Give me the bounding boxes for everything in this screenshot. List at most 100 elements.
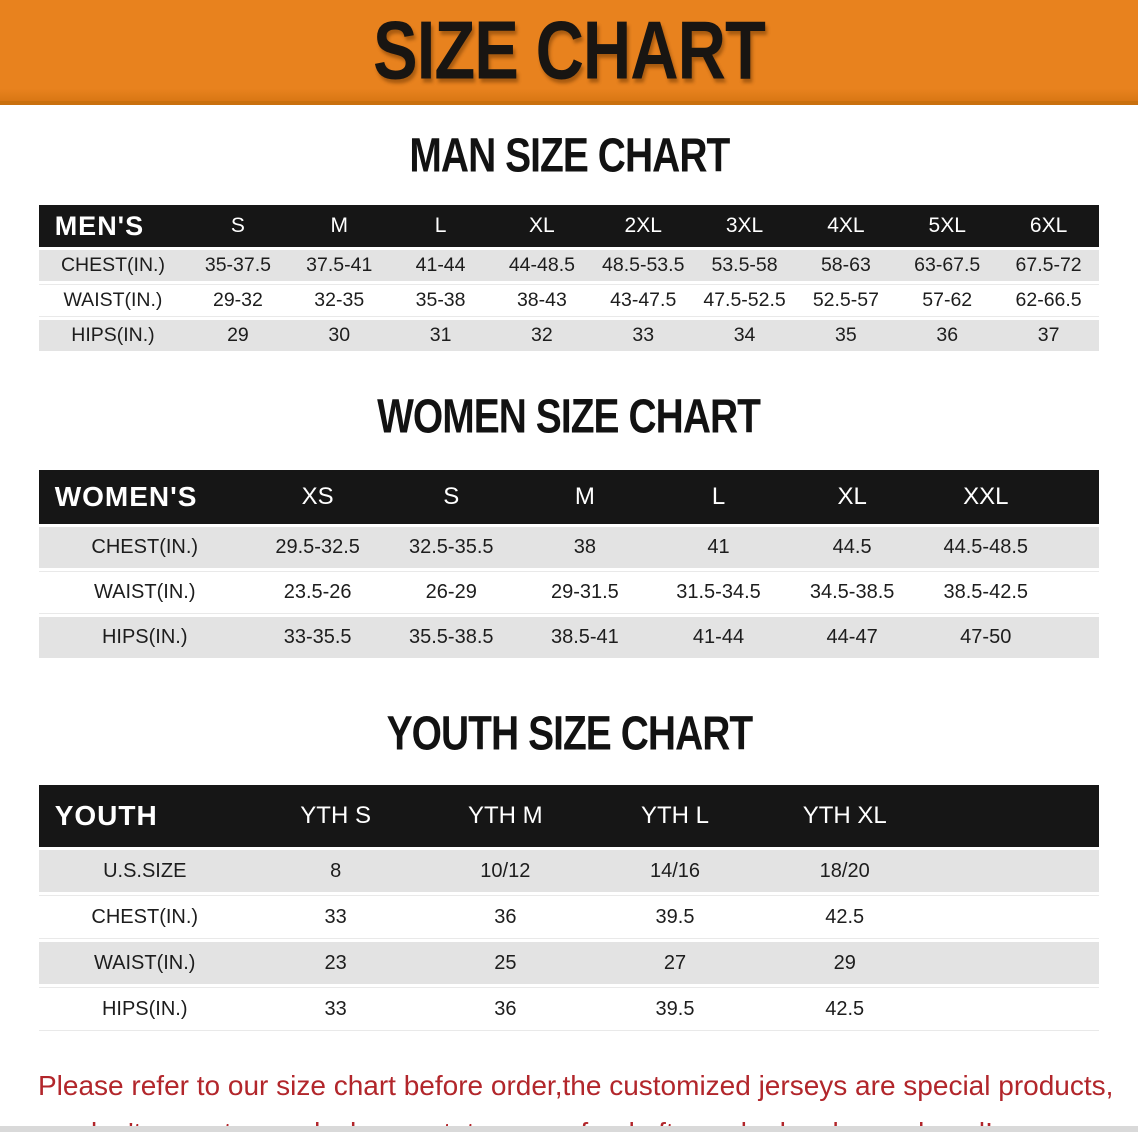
row-filler-cell — [929, 987, 1100, 1031]
section-heading-text: WOMEN SIZE CHART — [377, 388, 762, 444]
size-value-cell: 33 — [250, 895, 421, 939]
size-value-cell: 36 — [896, 320, 998, 351]
size-value-cell: 37 — [997, 320, 1100, 351]
size-value-cell: 38-43 — [491, 284, 593, 317]
size-value-cell: 38.5-42.5 — [918, 571, 1053, 614]
row-label: WAIST(IN.) — [38, 942, 251, 984]
size-column-header: M — [288, 205, 390, 247]
size-value-cell: 63-67.5 — [896, 250, 998, 281]
table-category-label: WOMEN'S — [38, 470, 251, 524]
size-value-cell: 48.5-53.5 — [592, 250, 694, 281]
size-value-cell: 42.5 — [759, 987, 930, 1031]
size-value-cell: 39.5 — [590, 987, 760, 1031]
size-column-header: YTH L — [590, 785, 760, 847]
table-category-label: YOUTH — [38, 785, 251, 847]
size-value-cell: 23.5-26 — [250, 571, 385, 614]
size-value-cell: 32 — [491, 320, 593, 351]
size-value-cell: 35-38 — [389, 284, 492, 317]
size-value-cell: 39.5 — [590, 895, 760, 939]
size-value-cell: 35 — [795, 320, 897, 351]
row-filler-cell — [929, 895, 1100, 939]
size-value-cell: 31 — [389, 320, 492, 351]
size-value-cell: 58-63 — [795, 250, 897, 281]
measurement-row: WAIST(IN.) 23.5-26 26-29 29-31.5 31.5-34.5 34… — [38, 571, 1100, 614]
size-column-header: L — [389, 205, 492, 247]
size-value-cell: 43-47.5 — [592, 284, 694, 317]
size-section-youth: YOUTH SIZE CHART YOUTH YTH S YTH M YTH L YTH … — [0, 709, 1138, 1034]
size-column-header: 2XL — [592, 205, 694, 247]
size-column-header: XS — [250, 470, 385, 524]
men-section-heading: MAN SIZE CHART — [0, 131, 1138, 179]
row-label: CHEST(IN.) — [38, 250, 188, 281]
size-value-cell: 47-50 — [918, 617, 1053, 658]
size-value-cell: 67.5-72 — [997, 250, 1100, 281]
row-label: U.S.SIZE — [38, 850, 251, 892]
youth-section-heading: YOUTH SIZE CHART — [0, 709, 1138, 757]
size-value-cell: 44-48.5 — [491, 250, 593, 281]
row-label: CHEST(IN.) — [38, 527, 251, 568]
size-value-cell: 41-44 — [389, 250, 492, 281]
size-column-header: XXL — [918, 470, 1053, 524]
size-column-header: XL — [785, 470, 919, 524]
size-value-cell: 38.5-41 — [518, 617, 652, 658]
size-value-cell: 33 — [592, 320, 694, 351]
disclaimer-line-1: Please refer to our size chart before or… — [38, 1070, 1114, 1101]
measurement-row: HIPS(IN.) 29 30 31 32 33 34 35 36 37 — [38, 320, 1100, 351]
size-value-cell: 36 — [420, 895, 591, 939]
size-column-header: YTH S — [250, 785, 421, 847]
size-value-cell: 33-35.5 — [250, 617, 385, 658]
women-size-table: WOMEN'S XS S M L XL XXL CHEST(IN.) 29.5-32.5 32.5… — [38, 467, 1100, 661]
size-column-header: YTH M — [420, 785, 591, 847]
size-value-cell: 62-66.5 — [997, 284, 1100, 317]
disclaimer: Please refer to our size chart before or… — [0, 1062, 1138, 1132]
banner-title: SIZE CHART — [373, 4, 766, 97]
men-size-table: MEN'S S M L XL 2XL 3XL 4XL 5XL 6XL CHEST(IN.) 35-37… — [38, 202, 1100, 354]
size-value-cell: 29-32 — [187, 284, 289, 317]
measurement-row: HIPS(IN.) 33 36 39.5 42.5 — [38, 987, 1100, 1031]
size-value-cell: 36 — [420, 987, 591, 1031]
measurement-row: CHEST(IN.) 29.5-32.5 32.5-35.5 38 41 44.5 44.5… — [38, 527, 1100, 568]
size-value-cell: 35-37.5 — [187, 250, 289, 281]
measurement-row: HIPS(IN.) 33-35.5 35.5-38.5 38.5-41 41-44 44-… — [38, 617, 1100, 658]
size-value-cell: 35.5-38.5 — [384, 617, 519, 658]
size-value-cell: 34 — [693, 320, 796, 351]
size-value-cell: 30 — [288, 320, 390, 351]
size-value-cell: 29-31.5 — [518, 571, 652, 614]
row-label: HIPS(IN.) — [38, 320, 188, 351]
size-column-header: L — [651, 470, 786, 524]
size-column-header: M — [518, 470, 652, 524]
size-value-cell: 44.5-48.5 — [918, 527, 1053, 568]
size-value-cell: 37.5-41 — [288, 250, 390, 281]
measurement-row: CHEST(IN.) 35-37.5 37.5-41 41-44 44-48.5 48.5… — [38, 250, 1100, 281]
size-column-header: 3XL — [693, 205, 796, 247]
size-section-women: WOMEN SIZE CHART WOMEN'S XS S M L XL XXL CHEST(I… — [0, 392, 1138, 661]
size-column-header: 4XL — [795, 205, 897, 247]
header-filler-cell — [1052, 470, 1100, 524]
size-section-men: MAN SIZE CHART MEN'S S M L XL 2XL 3XL 4XL 5XL 6XL C… — [0, 131, 1138, 354]
size-value-cell: 33 — [250, 987, 421, 1031]
row-filler-cell — [1052, 571, 1100, 614]
size-value-cell: 38 — [518, 527, 652, 568]
size-value-cell: 32-35 — [288, 284, 390, 317]
section-heading-text: MAN SIZE CHART — [409, 127, 730, 183]
size-value-cell: 53.5-58 — [693, 250, 796, 281]
size-value-cell: 34.5-38.5 — [785, 571, 919, 614]
size-value-cell: 25 — [420, 942, 591, 984]
size-value-cell: 29 — [759, 942, 930, 984]
measurement-row: CHEST(IN.) 33 36 39.5 42.5 — [38, 895, 1100, 939]
page-bottom-edge — [0, 1126, 1138, 1132]
size-value-cell: 29 — [187, 320, 289, 351]
size-value-cell: 26-29 — [384, 571, 519, 614]
youth-size-table: YOUTH YTH S YTH M YTH L YTH XL U.S.SIZE 8 10/12… — [38, 782, 1100, 1034]
size-value-cell: 18/20 — [759, 850, 930, 892]
charts-container: MAN SIZE CHART MEN'S S M L XL 2XL 3XL 4XL 5XL 6XL C… — [0, 131, 1138, 1034]
size-value-cell: 44.5 — [785, 527, 919, 568]
size-value-cell: 41-44 — [651, 617, 786, 658]
size-value-cell: 29.5-32.5 — [250, 527, 385, 568]
header-filler-cell — [929, 785, 1100, 847]
measurement-row: WAIST(IN.) 29-32 32-35 35-38 38-43 43-47.5 47.… — [38, 284, 1100, 317]
size-header-row: YOUTH YTH S YTH M YTH L YTH XL — [38, 785, 1100, 847]
size-value-cell: 10/12 — [420, 850, 591, 892]
size-column-header: YTH XL — [759, 785, 930, 847]
